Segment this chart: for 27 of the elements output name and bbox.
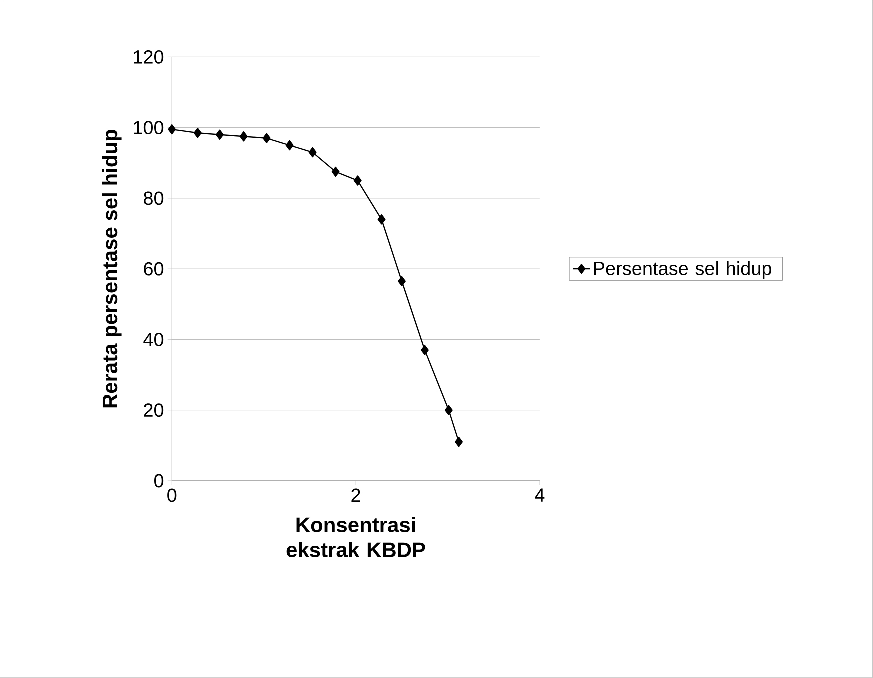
y-tick-label: 120 [134,50,164,64]
y-tick-label: 0 [154,474,164,488]
y-tick-label: 100 [134,121,164,134]
point [194,128,202,138]
point [286,140,294,151]
y-tick-label: 20 [144,404,164,418]
point [378,214,386,225]
point [240,132,248,142]
legend-label: Persentase sel hidup [594,261,772,280]
point [262,133,271,144]
y-tick-label: 80 [144,192,164,206]
x-axis-title: Konsentrasi ekstrak KBDP [286,517,426,558]
y-tick-label: 60 [144,262,164,276]
x-tick-label: 2 [352,488,360,502]
point [398,276,406,286]
point [354,176,362,186]
x-tick-label: 0 [168,488,177,502]
point [421,345,429,356]
y-tick-label: 40 [144,332,164,346]
point [308,147,317,158]
point [455,436,464,448]
point [332,166,340,178]
point [444,405,453,416]
point [168,124,176,135]
point [216,130,224,140]
x-tick-label: 4 [535,488,545,502]
y-axis-title: Rerata persentase sel hidup [102,130,122,408]
